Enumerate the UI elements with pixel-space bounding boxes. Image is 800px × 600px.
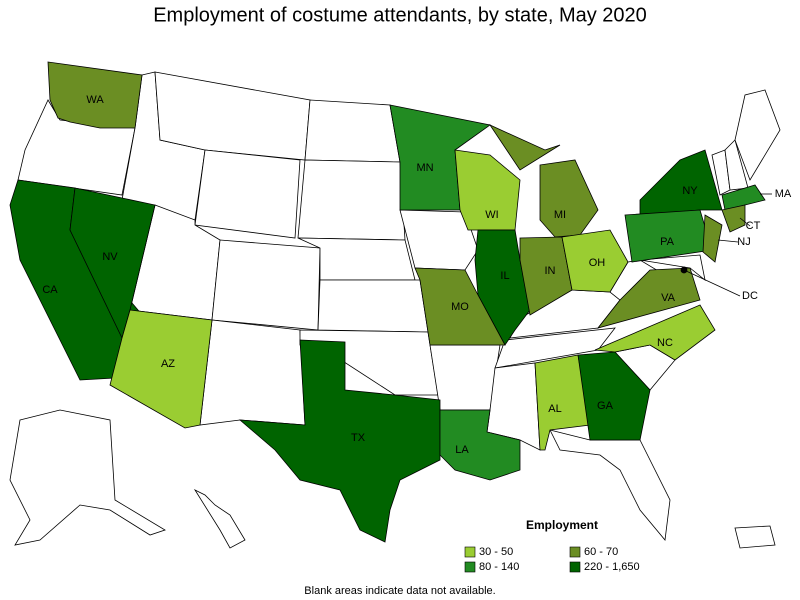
state-mi-upper bbox=[488, 124, 561, 171]
state-label: NC bbox=[657, 337, 673, 349]
legend-swatch bbox=[569, 561, 581, 573]
state-label: NJ bbox=[737, 236, 750, 248]
state-label: NY bbox=[682, 185, 698, 197]
state-oh bbox=[561, 229, 629, 293]
state-label: MN bbox=[416, 162, 433, 174]
state-label: MO bbox=[451, 301, 469, 313]
state-me bbox=[734, 89, 781, 181]
state-ak bbox=[9, 409, 166, 546]
legend-swatch bbox=[569, 546, 581, 558]
legend-label: 220 - 1,650 bbox=[584, 561, 640, 573]
state-wa bbox=[47, 61, 143, 129]
state-mo bbox=[414, 267, 506, 346]
state-hi bbox=[193, 489, 246, 549]
state-ct bbox=[721, 204, 746, 233]
legend-title: Employment bbox=[526, 518, 598, 532]
state-label: AZ bbox=[161, 358, 175, 370]
state-az bbox=[109, 309, 213, 429]
state-label: VA bbox=[661, 292, 676, 304]
map-title: Employment of costume attendants, by sta… bbox=[153, 4, 647, 26]
legend-label: 80 - 140 bbox=[479, 561, 519, 573]
territory-pr bbox=[734, 525, 776, 549]
state-label: LA bbox=[455, 444, 469, 456]
state-ks bbox=[317, 279, 429, 333]
state-ny bbox=[639, 149, 723, 216]
state-nc bbox=[594, 304, 716, 361]
state-label: GA bbox=[597, 400, 614, 412]
state-sd bbox=[297, 159, 406, 241]
leader-line bbox=[739, 217, 751, 227]
state-wy bbox=[194, 149, 301, 239]
state-co bbox=[211, 239, 321, 331]
footnote: Blank areas indicate data not available. bbox=[304, 585, 495, 597]
legend-swatch bbox=[464, 561, 476, 573]
leader-lines bbox=[680, 193, 772, 297]
data-states bbox=[9, 61, 766, 543]
state-label: OH bbox=[589, 257, 606, 269]
state-nj bbox=[702, 214, 723, 263]
state-nm bbox=[199, 319, 306, 426]
legend-label: 60 - 70 bbox=[584, 546, 618, 558]
state-label: NV bbox=[102, 251, 118, 263]
state-label: WI bbox=[485, 209, 498, 221]
blank-states bbox=[9, 71, 781, 549]
state-in bbox=[519, 236, 573, 316]
state-labels: WA CA NV AZ TX MN WI MI IL IN OH MO LA A… bbox=[42, 94, 792, 456]
state-label: MA bbox=[775, 188, 792, 200]
state-label: TX bbox=[351, 432, 366, 444]
leader-line bbox=[717, 239, 739, 243]
state-ar bbox=[429, 344, 501, 411]
state-label: IL bbox=[500, 270, 509, 282]
state-il bbox=[474, 229, 531, 346]
legend: 30 - 50 60 - 70 80 - 140 220 - 1,650 bbox=[464, 546, 640, 573]
state-label: PA bbox=[660, 236, 675, 248]
state-label: IN bbox=[545, 265, 556, 277]
state-label: MI bbox=[554, 209, 566, 221]
dc-dot bbox=[680, 266, 688, 274]
state-ma bbox=[721, 184, 766, 211]
state-label: CA bbox=[42, 284, 58, 296]
state-label: DC bbox=[742, 290, 758, 302]
leader-line bbox=[683, 269, 741, 297]
state-mi bbox=[539, 159, 599, 238]
state-tx bbox=[238, 339, 441, 543]
state-label: AL bbox=[548, 403, 561, 415]
state-ia bbox=[399, 209, 479, 271]
state-label: WA bbox=[86, 94, 104, 106]
state-label: CT bbox=[746, 220, 761, 232]
legend-label: 30 - 50 bbox=[479, 546, 513, 558]
state-va bbox=[596, 267, 701, 329]
state-nd bbox=[304, 99, 401, 163]
state-ga bbox=[577, 351, 651, 441]
state-or bbox=[17, 99, 136, 196]
state-la bbox=[439, 409, 521, 481]
legend-swatch bbox=[464, 546, 476, 558]
